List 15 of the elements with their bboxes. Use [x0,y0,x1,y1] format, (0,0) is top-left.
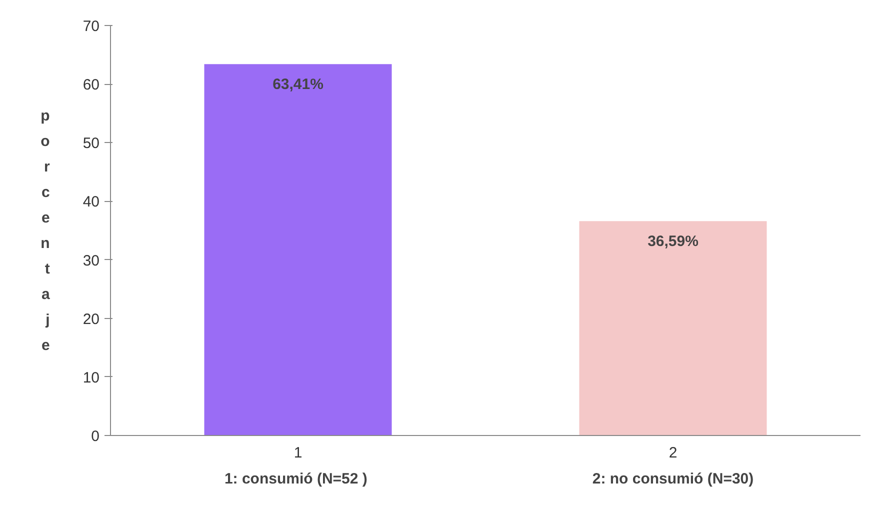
y-tick-label: 70 [82,18,100,35]
x-tick-label: 2 [668,444,678,462]
y-tick-label: 30 [82,252,100,270]
y-tick-label: 50 [82,135,100,152]
y-tick-label: 40 [82,194,100,211]
text: porcentaje [40,107,50,354]
y-tick-label: 20 [82,310,100,328]
text: 2: no consumió (N=30) [592,470,754,488]
data-label: 63,41% [272,76,324,94]
data-label: 36,59% [648,233,698,250]
y-tick-label: 10 [82,369,100,386]
y-tick-label: 60 [82,76,100,94]
text: 1: consumió (N=52 ) [224,470,368,488]
x-tick-label: 1 [294,444,302,462]
y-tick-label: 0 [91,428,100,445]
